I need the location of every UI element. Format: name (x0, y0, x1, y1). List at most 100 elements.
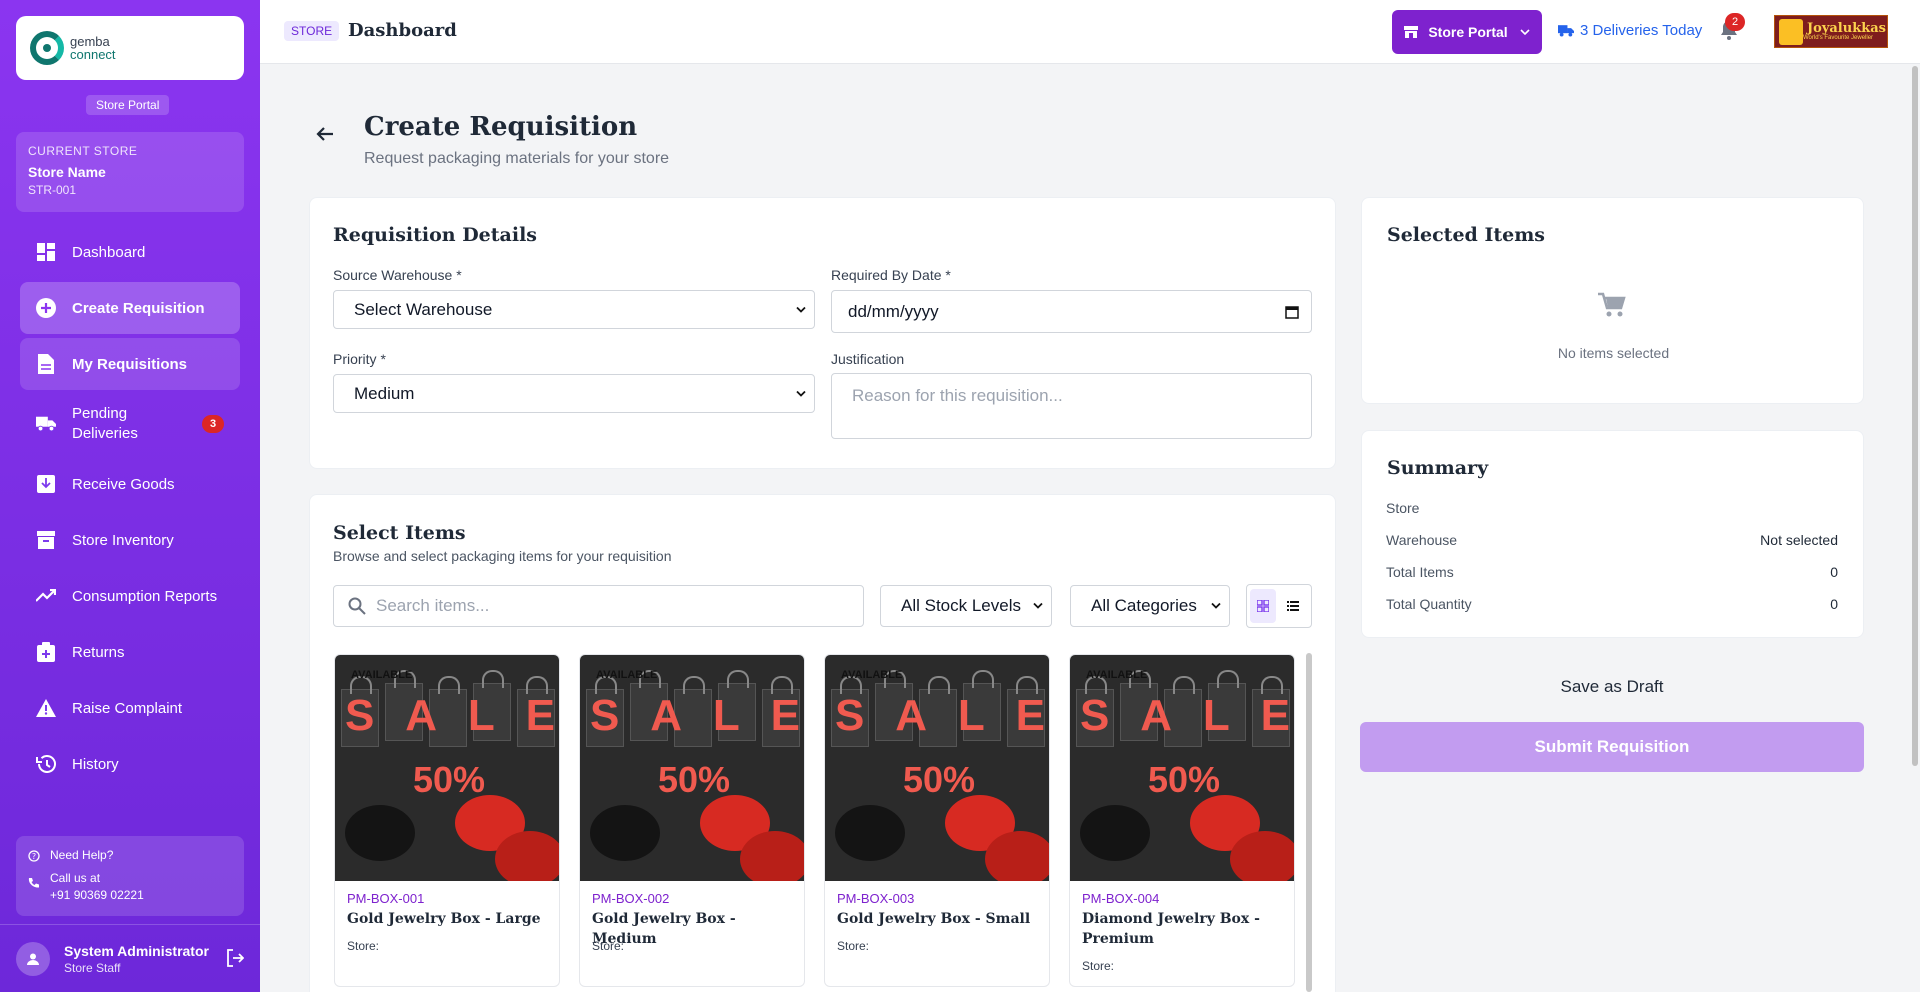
sidebar-item-store-inventory[interactable]: Store Inventory (20, 514, 240, 566)
sidebar-item-pending-deliveries[interactable]: Pending Deliveries 3 (20, 394, 240, 454)
required-date-value: dd/mm/yyyy (848, 301, 939, 321)
svg-text:?: ? (32, 852, 36, 861)
percent-text: 50% (903, 759, 976, 800)
store-portal-label: Store Portal (1428, 24, 1508, 40)
sale-letter: L (1202, 691, 1230, 740)
percent-text: 50% (1148, 759, 1221, 800)
page-scrollbar[interactable] (1910, 64, 1920, 992)
portal-badge: Store Portal (86, 95, 170, 115)
product-name: Gold Jewelry Box - Large (347, 911, 541, 927)
plus-circle-icon (36, 298, 56, 318)
page-title: Create Requisition (364, 112, 638, 142)
sidebar-item-my-requisitions[interactable]: My Requisitions (20, 338, 240, 390)
pending-deliveries-badge: 3 (202, 415, 224, 433)
sale-letter: E (1015, 691, 1045, 740)
summary-row-store: Store (1386, 500, 1838, 516)
category-value: All Categories (1091, 596, 1197, 615)
justification-placeholder: Reason for this requisition... (852, 386, 1063, 405)
items-scrollbar[interactable] (1306, 653, 1312, 992)
user-profile[interactable]: System Administrator Store Staff (0, 924, 260, 992)
submit-requisition-button[interactable]: Submit Requisition (1360, 722, 1864, 772)
grid-view-button[interactable] (1250, 589, 1276, 623)
list-view-button[interactable] (1280, 589, 1306, 623)
summary-label: Total Items (1386, 564, 1454, 580)
stock-level-select[interactable]: All Stock Levels (880, 585, 1052, 627)
sale-letter: A (650, 691, 682, 740)
help-card[interactable]: ? Need Help? Call us at +91 90369 02221 (16, 836, 244, 916)
sale-letter: S (835, 691, 865, 740)
sale-letter: L (712, 691, 740, 740)
returns-icon (36, 642, 56, 662)
receive-icon (36, 474, 56, 494)
user-name: System Administrator (64, 942, 209, 959)
sidebar-item-history[interactable]: History (20, 738, 240, 790)
sale-letter: A (405, 691, 437, 740)
sidebar-item-create-requisition[interactable]: Create Requisition (20, 282, 240, 334)
sidebar-item-receive-goods[interactable]: Receive Goods (20, 458, 240, 510)
summary-row-total-items: Total Items 0 (1386, 564, 1838, 580)
priority-value: Medium (354, 383, 415, 403)
sidebar-nav: Dashboard Create Requisition My Requisit… (20, 226, 240, 794)
chevron-down-icon (796, 390, 806, 397)
requisition-details-title: Requisition Details (333, 224, 537, 246)
search-input[interactable]: Search items... (333, 585, 864, 627)
priority-label: Priority * (333, 351, 386, 367)
page-scrollbar-thumb[interactable] (1912, 66, 1918, 766)
logo[interactable]: gemba connect (16, 16, 244, 80)
sidebar-item-dashboard[interactable]: Dashboard (20, 226, 240, 278)
select-items-subtitle: Browse and select packaging items for yo… (333, 548, 672, 564)
availability-badge: AVAILABLE (596, 669, 658, 681)
sidebar-item-label: History (72, 755, 119, 773)
help-call-label: Call us at (50, 871, 101, 885)
truck-icon (1558, 24, 1574, 37)
logo-line-2: connect (70, 47, 116, 62)
deliveries-today-link[interactable]: 3 Deliveries Today (1558, 22, 1702, 39)
search-icon (348, 597, 366, 615)
justification-label: Justification (831, 351, 905, 367)
logout-icon[interactable] (226, 949, 245, 972)
brand-mark-icon (1779, 18, 1803, 45)
source-warehouse-select[interactable]: Select Warehouse (333, 290, 815, 329)
current-store-code: STR-001 (28, 183, 77, 197)
required-date-input[interactable]: dd/mm/yyyy (831, 290, 1312, 333)
chevron-down-icon (1211, 602, 1221, 609)
product-code: PM-BOX-002 (592, 891, 670, 906)
summary-label: Store (1386, 500, 1420, 516)
sidebar-item-label: Raise Complaint (72, 699, 183, 717)
store-icon (1404, 26, 1419, 38)
sale-letter: A (895, 691, 927, 740)
save-draft-button[interactable]: Save as Draft (1360, 664, 1864, 710)
sidebar-item-returns[interactable]: Returns (20, 626, 240, 678)
sidebar-item-raise-complaint[interactable]: Raise Complaint (20, 682, 240, 734)
sidebar-item-label: Consumption Reports (72, 587, 218, 605)
help-title: Need Help? (50, 848, 114, 862)
sidebar-item-label: Pending Deliveries (72, 405, 138, 442)
stock-level-value: All Stock Levels (901, 596, 1021, 615)
dashboard-icon (36, 242, 56, 262)
store-portal-button[interactable]: Store Portal (1392, 10, 1542, 54)
summary-value: 0 (1830, 564, 1838, 580)
deliveries-today-label: 3 Deliveries Today (1580, 22, 1703, 39)
sale-letter: S (1080, 691, 1110, 740)
sidebar-item-consumption-reports[interactable]: Consumption Reports (20, 570, 240, 622)
cart-icon (1598, 292, 1626, 323)
brand-name: Joyalukkas (1807, 20, 1886, 36)
help-phone[interactable]: +91 90369 02221 (50, 888, 144, 902)
summary-title: Summary (1387, 457, 1489, 479)
sidebar: gemba connect Store Portal CURRENT STORE… (0, 0, 260, 992)
avatar[interactable] (16, 941, 50, 976)
justification-textarea[interactable]: Reason for this requisition... (831, 373, 1312, 439)
top-bar: STORE Dashboard Store Portal 3 Deliverie… (260, 0, 1920, 64)
product-name: Gold Jewelry Box - Medium (592, 911, 736, 947)
category-select[interactable]: All Categories (1070, 585, 1230, 627)
priority-select[interactable]: Medium (333, 374, 815, 413)
back-arrow-icon[interactable] (316, 126, 334, 147)
